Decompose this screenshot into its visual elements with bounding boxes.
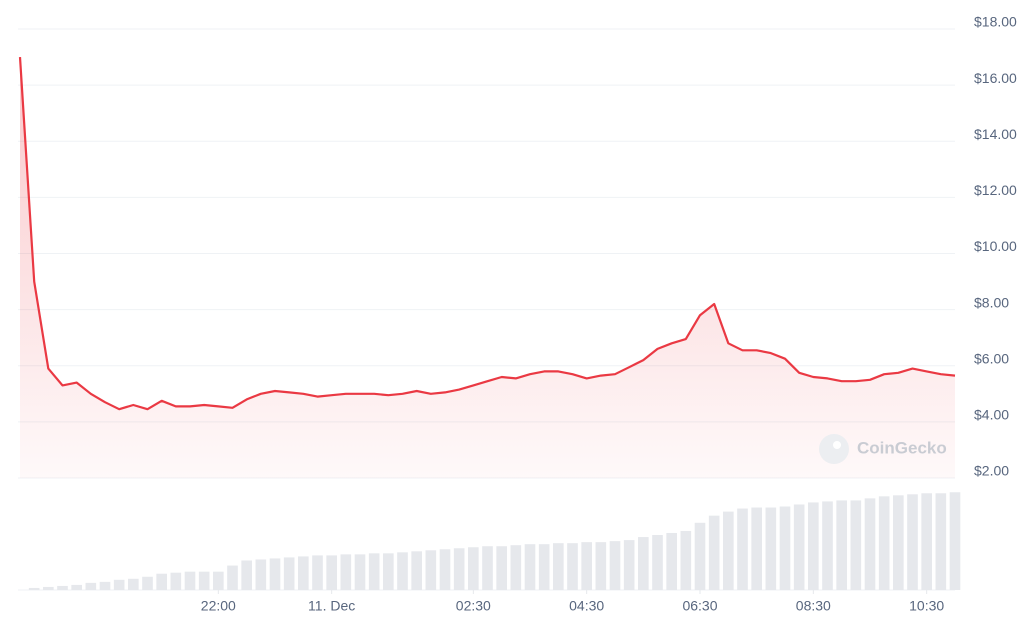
volume-bar (28, 587, 40, 590)
volume-bar (723, 511, 734, 590)
x-tick-label: 04:30 (569, 598, 604, 614)
volume-bar (312, 555, 323, 590)
volume-bar (269, 558, 281, 590)
volume-bar (609, 541, 621, 590)
volume-bar (623, 540, 635, 590)
volume-bar (326, 555, 337, 590)
price-area (20, 57, 955, 478)
volume-bar (949, 492, 961, 590)
volume-bar (468, 547, 479, 590)
volume-bar (751, 507, 762, 590)
volume-bar (383, 553, 394, 590)
volume-bar (567, 543, 578, 590)
y-tick-label: $16.00 (974, 70, 1017, 86)
volume-bar (128, 578, 139, 590)
volume-bar (793, 504, 805, 590)
volume-bar (496, 546, 507, 590)
volume-bar (411, 551, 422, 590)
volume-bar (893, 495, 904, 590)
volume-bar (581, 542, 592, 590)
watermark-text: CoinGecko (857, 438, 947, 457)
volume-bar (907, 494, 918, 590)
volume-bar (298, 556, 309, 590)
volume-bar (680, 530, 692, 590)
x-tick-label: 02:30 (456, 598, 491, 614)
volume-bar (99, 581, 111, 590)
volume-bar (652, 535, 663, 590)
volume-bar (227, 565, 238, 590)
volume-bar (864, 498, 876, 590)
volume-bar (340, 554, 352, 590)
volume-bar (439, 549, 451, 590)
volume-bar (694, 522, 706, 590)
volume-bar (595, 542, 607, 590)
y-tick-label: $8.00 (974, 294, 1009, 310)
x-tick-label: 06:30 (682, 598, 717, 614)
volume-bar (666, 532, 677, 590)
volume-bar (156, 573, 167, 590)
volume-bar (43, 586, 54, 590)
x-tick-label: 08:30 (796, 598, 831, 614)
volume-bar (878, 496, 890, 590)
price-line (18, 57, 956, 411)
volume-bar (808, 502, 819, 590)
volume-bar (184, 571, 196, 590)
x-tick-label: 11. Dec (308, 598, 355, 614)
volume-bar (850, 500, 862, 590)
volume-bar (57, 585, 68, 590)
volume-bar (113, 579, 125, 590)
volume-bar (425, 550, 437, 590)
y-tick-label: $14.00 (974, 126, 1017, 142)
volume-bar (538, 544, 550, 590)
y-tick-label: $12.00 (974, 182, 1017, 198)
volume-bar (765, 507, 777, 590)
volume-bar (71, 584, 82, 590)
volume-bar (170, 572, 182, 590)
y-tick-label: $2.00 (974, 463, 1009, 479)
volume-bar (779, 506, 791, 590)
volume-bar (482, 546, 493, 590)
volume-bar (822, 501, 833, 590)
volume-bar (836, 500, 847, 590)
x-tick-label: 22:00 (201, 598, 236, 614)
volume-bar (241, 560, 252, 590)
volume-bar (921, 493, 932, 590)
volume-bar (283, 557, 295, 590)
volume-bar (368, 553, 380, 590)
volume-bar (255, 559, 267, 590)
volume-bar (142, 576, 153, 590)
volume-bar (553, 543, 564, 590)
volume-bar (708, 515, 720, 590)
volume-bar (935, 493, 947, 590)
watermark: CoinGecko (819, 434, 947, 464)
volume-bar (524, 544, 536, 590)
volume-bar (198, 571, 210, 590)
volume-bar (638, 537, 649, 590)
volume-bar (354, 554, 366, 590)
volume-bar (510, 545, 522, 590)
y-tick-label: $6.00 (974, 350, 1009, 366)
x-tick-label: 10:30 (909, 598, 944, 614)
volume-bar (453, 548, 465, 590)
y-tick-label: $10.00 (974, 238, 1017, 254)
volume-bar (737, 508, 748, 590)
volume-bar (213, 571, 224, 590)
volume-bar (397, 552, 408, 590)
y-tick-label: $18.00 (974, 14, 1017, 30)
volume-bar (85, 582, 97, 590)
y-tick-label: $4.00 (974, 407, 1009, 423)
